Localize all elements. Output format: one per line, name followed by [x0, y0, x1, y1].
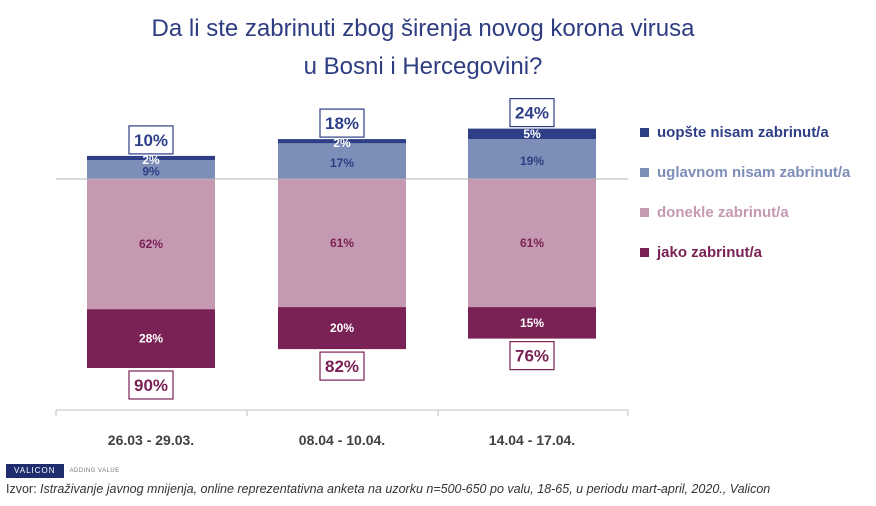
total-box-concerned-1: [319, 351, 365, 381]
bar-segment-1-1: [278, 143, 406, 179]
label-donekle-1: 61%: [330, 236, 354, 250]
label-uopste-2: 5%: [523, 127, 541, 141]
bar-segment-2-2: [468, 179, 596, 308]
legend-item-uglavnom: uglavnom nisam zabrinut/a: [640, 152, 870, 192]
label-jako-1: 20%: [330, 321, 354, 335]
total-box-concerned-0: [128, 370, 174, 400]
bar-segment-1-0: [278, 139, 406, 144]
chart-title: Da li ste zabrinuti zbog širenja novog k…: [0, 10, 846, 86]
bar-segment-1-3: [278, 307, 406, 350]
chart-legend: uopšte nisam zabrinut/a uglavnom nisam z…: [640, 112, 870, 272]
bar-segment-0-1: [87, 160, 215, 179]
label-uopste-1: 2%: [333, 136, 351, 150]
bar-segment-2-1: [468, 139, 596, 179]
x-tick-label-0: 26.03 - 29.03.: [108, 432, 194, 448]
total-box-concerned-2: [509, 341, 555, 371]
legend-label: jako zabrinut/a: [657, 243, 763, 261]
bar-segment-0-3: [87, 309, 215, 368]
label-uglavnom-2: 19%: [520, 154, 544, 168]
source-note: Izvor: Istraživanje javnog mnijenja, onl…: [6, 482, 770, 496]
chart-title-line2: u Bosni i Hercegovini?: [303, 53, 543, 80]
label-jako-2: 15%: [520, 316, 544, 330]
bar-segment-1-2: [278, 179, 406, 308]
stacked-bar-chart: 2%9%62%28%10%90%26.03 - 29.03.2%17%61%20…: [55, 97, 629, 448]
legend-swatch: [640, 127, 649, 137]
source-prefix: Izvor:: [6, 482, 37, 496]
x-tick-label-1: 08.04 - 10.04.: [299, 432, 385, 448]
label-donekle-2: 61%: [520, 236, 544, 250]
bar-segment-0-2: [87, 179, 215, 310]
legend-item-jako: jako zabrinut/a: [640, 232, 870, 272]
legend-swatch: [640, 207, 649, 217]
source-text: Istraživanje javnog mnijenja, online rep…: [40, 482, 771, 496]
legend-swatch: [640, 167, 649, 177]
legend-label: uglavnom nisam zabrinut/a: [657, 163, 851, 181]
logo-tagline: ADDING VALUE: [69, 468, 120, 474]
total-concerned-0: 90%: [134, 376, 168, 395]
total-concerned-2: 76%: [515, 347, 549, 366]
legend-swatch: [640, 247, 649, 257]
label-uglavnom-1: 17%: [330, 156, 354, 170]
total-not-concerned-1: 18%: [325, 114, 359, 133]
legend-label: uopšte nisam zabrinut/a: [657, 123, 829, 141]
legend-label: donekle zabrinut/a: [657, 203, 789, 221]
total-box-not-concerned-2: [509, 97, 555, 128]
label-jako-0: 28%: [139, 332, 163, 346]
logo-wordmark: VALICON: [6, 464, 64, 478]
total-box-not-concerned-0: [128, 125, 174, 155]
label-uglavnom-0: 9%: [142, 165, 160, 179]
label-uopste-0: 2%: [142, 153, 160, 167]
total-not-concerned-0: 10%: [134, 131, 168, 150]
legend-item-donekle: donekle zabrinut/a: [640, 192, 870, 232]
x-tick-label-2: 14.04 - 17.04.: [489, 432, 575, 448]
bar-segment-2-0: [468, 128, 596, 140]
total-not-concerned-2: 24%: [515, 104, 549, 123]
total-box-not-concerned-1: [319, 108, 365, 138]
chart-title-line1: Da li ste zabrinuti zbog širenja novog k…: [151, 15, 695, 42]
label-donekle-0: 62%: [139, 237, 163, 251]
total-concerned-1: 82%: [325, 357, 359, 376]
valicon-logo: VALICON ADDING VALUE: [6, 464, 120, 478]
bar-segment-0-0: [87, 155, 215, 161]
bar-segment-2-3: [468, 307, 596, 339]
legend-item-uopste: uopšte nisam zabrinut/a: [640, 112, 870, 152]
